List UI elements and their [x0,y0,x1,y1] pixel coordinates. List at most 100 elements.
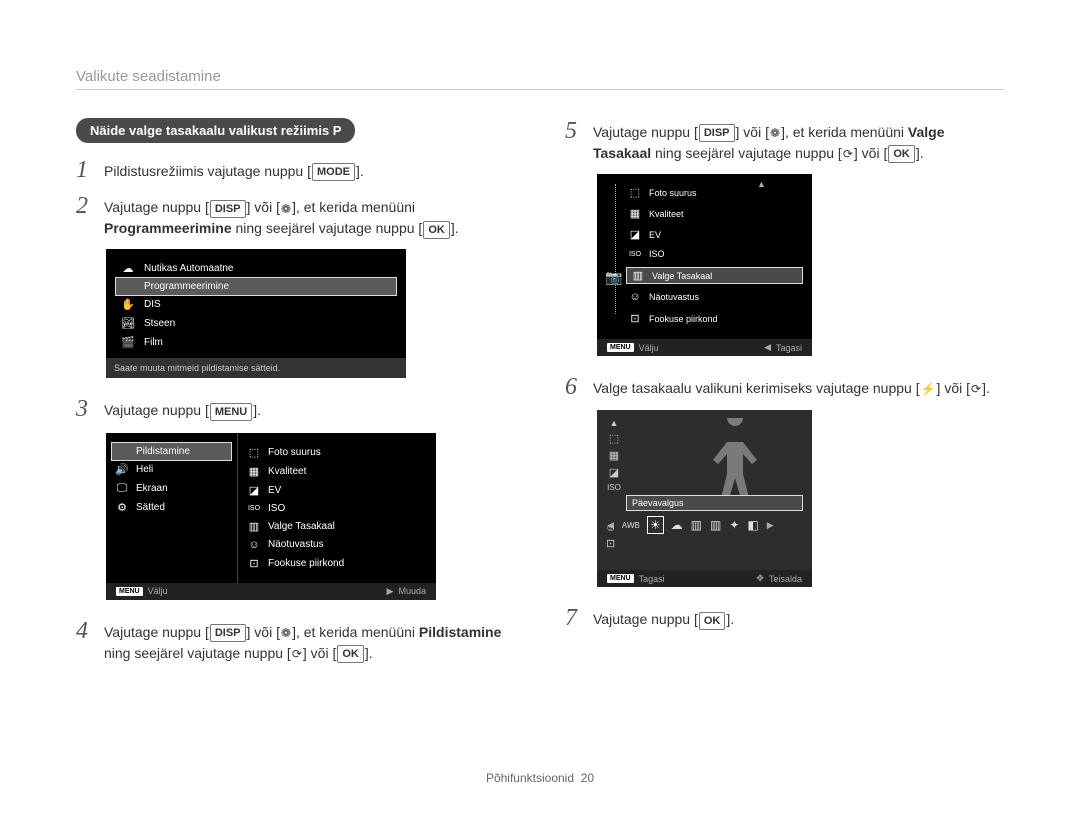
page-footer: Põhifunktsioonid 20 [0,771,1080,785]
submenu-row: ⬚ Foto suurus [244,443,430,462]
mode-label: Nutikas Automaatne [144,263,234,274]
step-2: 2 Vajutage nuppu [DISP] või [❁], et keri… [76,193,515,239]
ok-button-label: OK [337,645,364,663]
step-6: 6 Valge tasakaalu valikuni kerimiseks va… [565,374,1004,400]
menu-row: Pildistamine [112,443,231,460]
mode-icon: ☁ [120,262,136,275]
ok-button-label: OK [888,145,915,163]
submenu-icon: ⊡ [246,557,262,570]
disp-button-label: DISP [699,124,735,142]
text: ]. [356,163,364,179]
menu-chip-icon: MENU [116,587,143,596]
timer-icon: ⟳ [292,646,302,662]
step-1: 1 Pildistusrežiimis vajutage nuppu [MODE… [76,157,515,183]
submenu-row: ▥Valge Tasakaal [627,268,802,283]
submenu-label: Valge Tasakaal [268,521,335,532]
wb-cloudy-icon: ☁ [671,518,683,532]
macro-icon: ❁ [770,125,780,141]
text: Valge tasakaalu valikuni kerimiseks vaju… [593,380,920,396]
flash-icon: ⚡ [921,381,936,397]
step-number: 1 [76,157,94,183]
submenu-row: ▦Kvaliteet [627,207,802,220]
exit-label: Välju [148,586,168,596]
submenu-row: ⊡Fookuse piirkond [627,312,802,325]
submenu-icon: ☺ [627,291,643,303]
submenu-row: ISOISO [627,249,802,259]
mode-row: 🏞Stseen [116,314,396,333]
text: Vajutage nuppu [ [593,124,698,140]
step-number: 5 [565,118,583,144]
step-3: 3 Vajutage nuppu [MENU]. [76,396,515,422]
submenu-icon: ⊡ [627,312,643,325]
step-number: 7 [565,605,583,631]
submenu-row: ⊡Fookuse piirkond [244,554,430,573]
submenu-row: ◪EV [627,228,802,241]
text: Vajutage nuppu [ [104,402,209,418]
ok-button-label: OK [699,612,726,630]
screenshot-wb-select: ▲ ⬚ ▦ ◪ ISO Päevavalgus ◀ AWB ☀ ☁ [597,410,812,587]
menu-bottom-bar: MENUVälju ▶Muuda [106,583,436,600]
wb-tungsten-icon: ✦ [729,518,739,532]
focus-icon: ⊡ [606,537,615,550]
ok-button-label: OK [423,221,450,239]
iso-icon: ISO [607,483,621,492]
submenu-row: ☺ Näotuvastus [627,291,802,303]
menu-label: Heli [136,464,153,475]
text: ]. [451,220,459,236]
macro-icon: ❁ [281,201,291,217]
ev-icon: ◪ [609,466,619,479]
back-label: Tagasi [639,574,665,584]
submenu-label: Näotuvastus [268,539,324,550]
submenu-label: ISO [268,503,285,514]
exit-label: Välju [639,343,659,353]
step-body: Vajutage nuppu [DISP] või [❁], et kerida… [593,118,1004,164]
step-7: 7 Vajutage nuppu [OK]. [565,605,1004,631]
text: ], et kerida menüüni [781,124,908,140]
wb-fluor-h-icon: ▥ [691,518,702,532]
step-number: 3 [76,396,94,422]
footer-section: Põhifunktsioonid [486,771,574,785]
step-body: Pildistusrežiimis vajutage nuppu [MODE]. [104,157,515,182]
submenu-row: ▦Kvaliteet [244,462,430,481]
submenu-label: Näotuvastus [649,292,699,302]
text: ] või [ [303,645,336,661]
arrow-right-icon: ▶ [767,520,774,531]
menu-label: Sätted [136,502,165,513]
text: ]. [253,402,261,418]
menu-icon: 🔊 [114,463,130,476]
submenu-row: ⬚Foto suurus [627,186,802,199]
menu-bottom-bar: MENUTagasi ✥Teisalda [597,570,812,587]
text: Vajutage nuppu [ [593,611,698,627]
disp-button-label: DISP [210,624,246,642]
step-number: 6 [565,374,583,400]
text: ning seejärel vajutage nuppu [ [232,220,423,236]
menu-row: ⚙Sätted [112,498,231,517]
disp-button-label: DISP [210,200,246,218]
text: Vajutage nuppu [ [104,199,209,215]
submenu-icon: ▥ [630,269,646,282]
submenu-icon: ⬚ [246,446,262,459]
submenu-label: ISO [649,249,665,259]
arrow-icon: ◀ [764,342,771,353]
submenu-icon: ☺ [246,539,262,551]
step-body: Vajutage nuppu [MENU]. [104,396,515,421]
screenshot-mode-menu: ☁Nutikas AutomaatneProgrammeerimine✋DIS🏞… [106,249,406,378]
section-pill: Näide valge tasakaalu valikust režiimis … [76,118,355,143]
submenu-label: Kvaliteet [649,209,684,219]
submenu-row: ☺ Näotuvastus [244,536,430,554]
submenu-label: Foto suurus [268,447,321,458]
wb-awb-icon: AWB [622,521,640,530]
screenshot-main-menu: Pildistamine 🔊 Heli 🖵Ekraan⚙Sätted ⬚ Foto su… [106,433,436,600]
text: ]. [982,380,990,396]
move-icon: ✥ [756,573,764,584]
menu-row: 🖵Ekraan [112,479,231,498]
mode-description: Saate muuta mitmeid pildistamise sätteid… [106,358,406,378]
submenu-icon: ▥ [246,520,262,533]
submenu-icon: ISO [246,505,262,512]
bold-text: Programmeerimine [104,220,232,236]
timer-icon: ⟳ [971,381,981,397]
macro-icon: ❁ [281,625,291,641]
step-body: Valge tasakaalu valikuni kerimiseks vaju… [593,374,1004,399]
wb-custom-icon: ◧ [747,518,758,532]
submenu-label: Foto suurus [649,188,697,198]
